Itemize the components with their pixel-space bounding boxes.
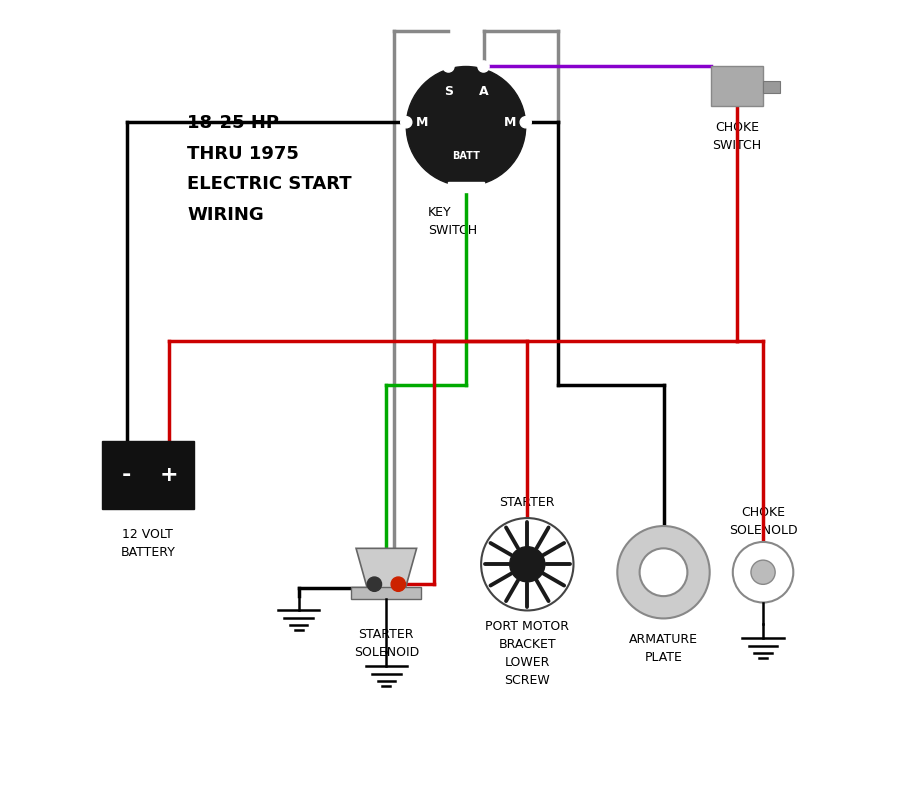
Text: +: + bbox=[160, 464, 178, 484]
Circle shape bbox=[478, 61, 489, 72]
Bar bbox=[102, 441, 194, 508]
Circle shape bbox=[443, 61, 454, 72]
Circle shape bbox=[639, 549, 687, 596]
Circle shape bbox=[510, 547, 545, 581]
Circle shape bbox=[367, 577, 382, 591]
Text: S: S bbox=[444, 85, 453, 98]
Circle shape bbox=[391, 577, 406, 591]
Circle shape bbox=[481, 518, 574, 610]
Circle shape bbox=[751, 560, 775, 585]
Bar bbox=[448, 182, 483, 192]
Text: CHOKE
SWITCH: CHOKE SWITCH bbox=[712, 120, 761, 152]
Circle shape bbox=[407, 67, 526, 186]
Circle shape bbox=[520, 116, 531, 128]
Text: PORT MOTOR
BRACKET
LOWER
SCREW: PORT MOTOR BRACKET LOWER SCREW bbox=[485, 620, 569, 687]
Text: CHOKE
SOLENOLD: CHOKE SOLENOLD bbox=[729, 506, 797, 537]
Circle shape bbox=[401, 116, 412, 128]
Bar bbox=[711, 67, 762, 107]
Circle shape bbox=[733, 542, 794, 602]
Text: 12 VOLT
BATTERY: 12 VOLT BATTERY bbox=[120, 529, 176, 560]
Text: KEY
SWITCH: KEY SWITCH bbox=[428, 206, 477, 237]
Text: ARMATURE
PLATE: ARMATURE PLATE bbox=[629, 633, 698, 664]
Text: -: - bbox=[122, 464, 131, 484]
Text: STARTER: STARTER bbox=[500, 496, 555, 508]
Polygon shape bbox=[356, 549, 417, 588]
Text: A: A bbox=[479, 85, 488, 98]
Text: STARTER
SOLENOID: STARTER SOLENOID bbox=[354, 628, 419, 659]
Bar bbox=[351, 586, 421, 598]
Text: BATT: BATT bbox=[452, 151, 480, 161]
Bar bbox=[762, 81, 780, 93]
Text: M: M bbox=[504, 115, 516, 129]
Circle shape bbox=[617, 526, 710, 618]
Text: M: M bbox=[416, 115, 429, 129]
Text: 18-25 HP
THRU 1975
ELECTRIC START
WIRING: 18-25 HP THRU 1975 ELECTRIC START WIRING bbox=[188, 114, 352, 224]
